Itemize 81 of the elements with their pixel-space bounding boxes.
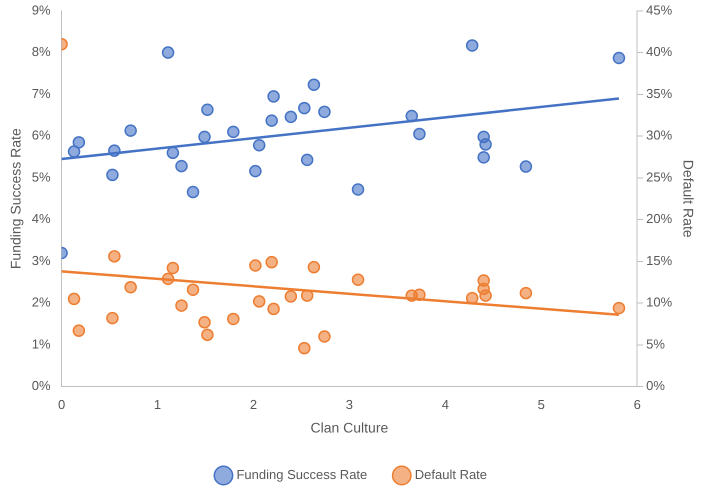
x-tick-label: 2: [250, 396, 258, 412]
point: [520, 160, 532, 173]
point: [308, 78, 320, 91]
point: [227, 312, 240, 326]
point: [479, 289, 492, 302]
point: [612, 302, 626, 314]
y-tick-label: 5%: [32, 169, 52, 184]
point: [284, 290, 298, 303]
point: [265, 256, 278, 268]
point: [308, 260, 320, 274]
y2-tick-label: 20%: [646, 211, 673, 226]
x-tick-label: 3: [346, 396, 353, 412]
legend-label: Default Rate: [414, 467, 488, 482]
point: [175, 160, 188, 172]
point: [108, 250, 121, 263]
point: [612, 52, 626, 64]
y-tick-label: 3%: [32, 252, 52, 268]
point: [198, 130, 211, 144]
point: [413, 128, 426, 140]
point: [267, 90, 280, 103]
point: [175, 299, 188, 312]
y2-tick-label: 30%: [646, 128, 673, 143]
point: [106, 168, 119, 182]
point: [106, 312, 119, 324]
point: [284, 110, 298, 124]
y2-axis-title: Default Rate: [680, 160, 697, 238]
y2-tick-label: 0%: [646, 378, 666, 394]
point: [318, 106, 331, 118]
x-tick-label: 5: [538, 396, 545, 412]
x-tick-label: 0: [58, 396, 66, 412]
y2-tick-label: 45%: [646, 2, 673, 18]
point: [166, 146, 180, 160]
y2-tick-label: 5%: [646, 336, 666, 352]
y-tick-label: 7%: [32, 86, 52, 101]
point: [265, 114, 278, 127]
x-tick-label: 1: [154, 396, 162, 412]
point: [166, 262, 180, 274]
point: [352, 273, 364, 286]
y-tick-label: 4%: [32, 211, 52, 226]
x-axis-title: Clan Culture: [310, 419, 388, 436]
y2-tick-label: 25%: [646, 169, 673, 184]
point: [201, 104, 214, 116]
point: [479, 138, 492, 151]
point: [477, 151, 490, 164]
point: [252, 139, 266, 152]
point: [186, 283, 200, 296]
y-tick-label: 2%: [32, 294, 52, 310]
y2-tick-label: 35%: [646, 86, 673, 101]
x-tick-label: 4: [442, 396, 449, 412]
point: [227, 126, 240, 138]
point: [298, 102, 311, 114]
point: [68, 292, 80, 306]
point: [198, 316, 211, 329]
point: [124, 280, 137, 294]
point: [352, 183, 364, 196]
point: [162, 46, 174, 59]
point: [318, 330, 331, 343]
point: [267, 302, 280, 316]
point: [252, 295, 266, 308]
y-tick-label: 9%: [32, 2, 52, 18]
point: [249, 164, 262, 178]
y2-tick-label: 15%: [646, 252, 673, 268]
x-tick-label: 6: [634, 396, 641, 412]
y-tick-label: 6%: [32, 128, 52, 143]
point: [298, 342, 311, 354]
point: [300, 154, 314, 166]
point: [72, 324, 86, 337]
y-tick-label: 0%: [32, 378, 52, 394]
y-axis-title: Funding Success Rate: [7, 128, 24, 270]
y-tick-label: 1%: [32, 336, 52, 352]
point: [72, 136, 86, 149]
point: [466, 39, 478, 52]
point: [124, 124, 137, 137]
y2-tick-label: 10%: [646, 294, 673, 310]
legend-label: Funding Success Rate: [236, 467, 368, 482]
y-tick-label: 8%: [32, 44, 52, 60]
point: [249, 259, 262, 272]
y2-tick-label: 40%: [646, 44, 673, 60]
point: [186, 186, 200, 198]
point: [520, 286, 532, 300]
point: [201, 328, 214, 342]
